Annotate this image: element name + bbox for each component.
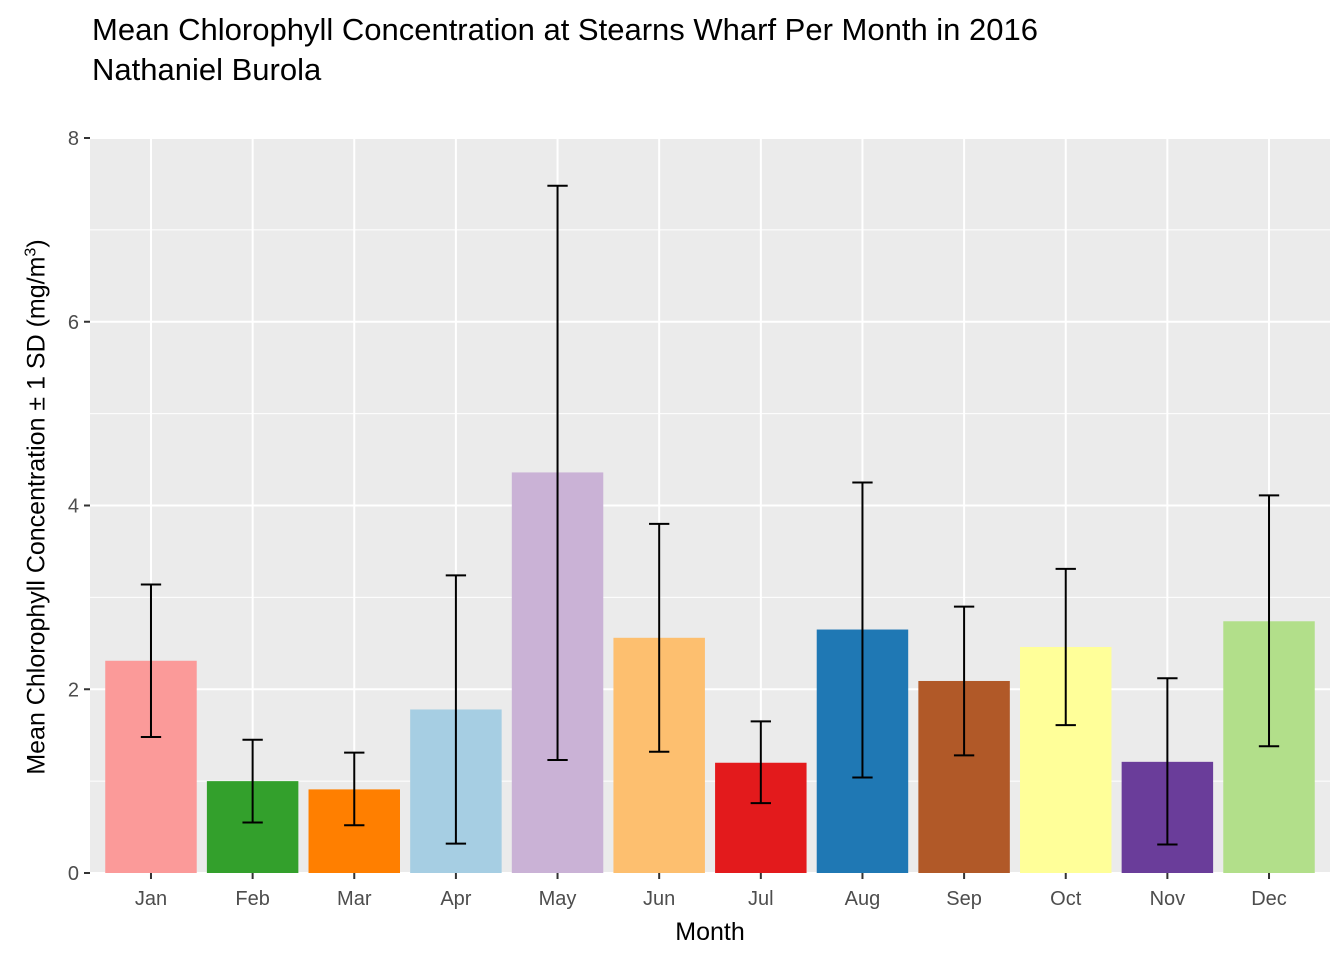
y-tick-label: 0: [68, 863, 79, 885]
chart-subtitle: Nathaniel Burola: [92, 52, 322, 87]
error-bars: [140, 184, 1280, 846]
x-tick-label-jul: Jul: [748, 888, 774, 910]
bars: [105, 472, 1315, 873]
x-tick-label-sep: Sep: [946, 888, 982, 910]
x-tick-label-nov: Nov: [1150, 888, 1186, 910]
x-tick-label-mar: Mar: [337, 888, 372, 910]
x-tick-label-feb: Feb: [235, 888, 269, 910]
y-tick-label: 8: [68, 128, 79, 150]
x-tick-label-oct: Oct: [1050, 888, 1082, 910]
error-bar-jul: [750, 720, 771, 805]
chart-title: Mean Chlorophyll Concentration at Stearn…: [92, 12, 1038, 47]
x-axis-label: Month: [675, 918, 744, 946]
error-bar-dec: [1258, 494, 1280, 748]
error-bar-sep: [953, 605, 975, 757]
error-bar-mar: [344, 751, 365, 827]
y-axis: 0 2 4 6 8: [68, 128, 90, 885]
x-tick-label-jun: Jun: [643, 888, 675, 910]
y-tick-label: 4: [68, 496, 79, 518]
error-bar-nov: [1157, 677, 1178, 846]
error-bar-jan: [140, 583, 162, 739]
error-bar-may: [547, 184, 568, 761]
y-tick-label: 2: [68, 679, 79, 701]
error-bar-aug: [852, 481, 873, 779]
error-bar-apr: [445, 574, 467, 845]
x-tick-label-aug: Aug: [845, 888, 881, 910]
x-axis: Jan Feb Mar Apr May Jun Jul Aug Sep Oct Nov Dec: [135, 873, 1287, 910]
x-tick-label-apr: Apr: [440, 888, 471, 910]
error-bar-jun: [649, 522, 670, 753]
x-tick-label-jan: Jan: [135, 888, 167, 910]
x-tick-label-dec: Dec: [1251, 888, 1287, 910]
error-bar-oct: [1055, 567, 1076, 727]
y-tick-label: 6: [68, 312, 79, 334]
x-tick-label-may: May: [539, 888, 577, 910]
error-bar-feb: [242, 738, 263, 824]
